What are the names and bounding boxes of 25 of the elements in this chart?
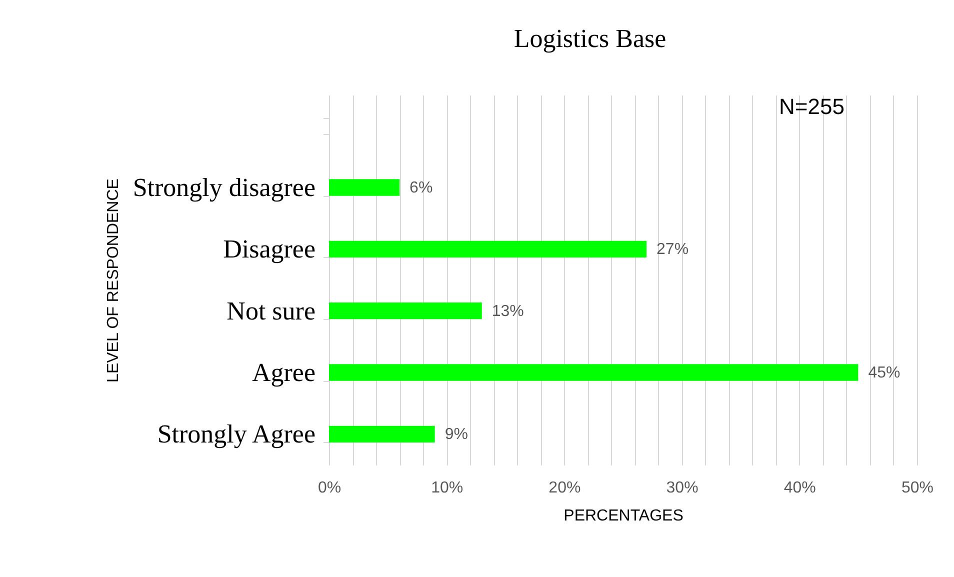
x-tick-label: 40% (784, 480, 816, 496)
x-axis-title: PERCENTAGES (564, 508, 684, 524)
data-label: 13% (492, 302, 524, 320)
y-tick-label: Agree (252, 358, 316, 387)
data-label: 6% (410, 180, 433, 196)
bar (329, 302, 482, 320)
y-tick-label: Strongly disagree (132, 173, 316, 202)
y-axis-title: LEVEL OF RESPONDENCE (104, 178, 122, 382)
bar (329, 426, 435, 442)
x-tick-label: 20% (548, 480, 581, 496)
x-tick-label: 0% (318, 480, 342, 496)
data-label: 45% (868, 364, 900, 382)
y-tick-label: Disagree (223, 234, 316, 264)
bar (329, 179, 400, 196)
x-tick-label: 50% (901, 480, 934, 496)
data-label: 9% (444, 426, 468, 444)
bar (329, 364, 858, 381)
chart-title: Logistics Base (514, 24, 666, 53)
annotation: N=255 (779, 94, 844, 119)
y-tick-label: Strongly Agree (157, 420, 316, 449)
bar (329, 240, 647, 258)
y-tick-label: Not sure (226, 296, 316, 326)
data-label: 27% (656, 241, 689, 258)
x-tick-label: 30% (666, 480, 698, 496)
x-tick-label: 10% (431, 480, 464, 496)
